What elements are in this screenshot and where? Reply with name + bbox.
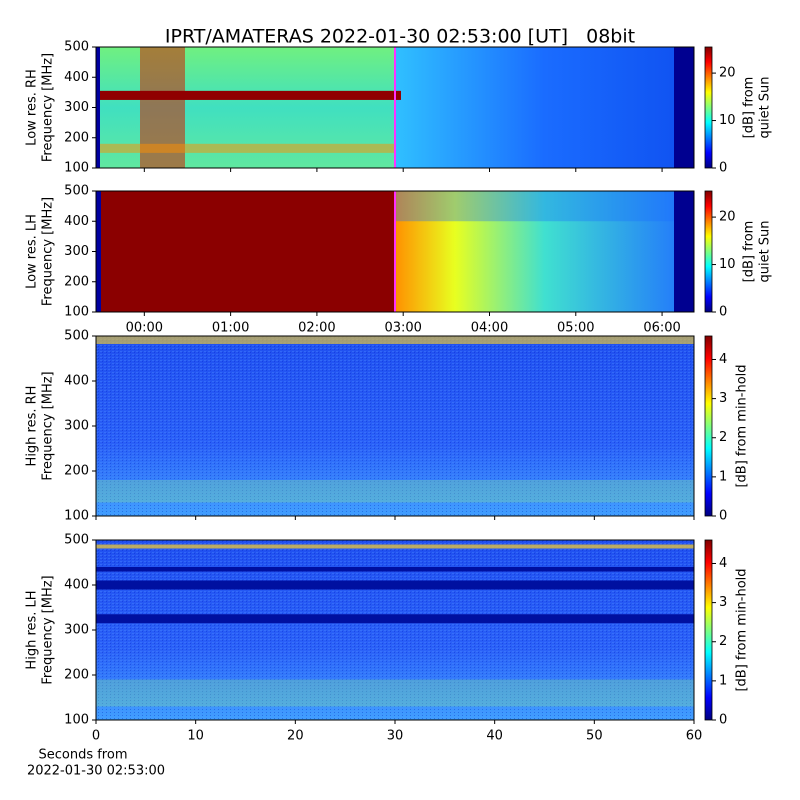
colorbar-tick-label: 1 xyxy=(719,673,727,688)
colorbar-tick-label: 20 xyxy=(719,66,736,81)
y-tick-label: 500 xyxy=(64,40,89,55)
colorbar-tick-label: 4 xyxy=(719,556,727,571)
y-tick-label: 200 xyxy=(64,668,89,683)
x-tick-label: 04:00 xyxy=(471,321,508,336)
burst xyxy=(96,143,395,153)
colorbar-label: [dB] from xyxy=(742,77,757,139)
x-tick-label: 00:00 xyxy=(126,321,163,336)
x-tick-label: 03:00 xyxy=(384,321,421,336)
colorbar-tick-label: 10 xyxy=(719,113,736,128)
edge xyxy=(96,47,100,168)
y-tick-label: 300 xyxy=(64,419,89,434)
y-tick-label: 200 xyxy=(64,464,89,479)
y-tick-label: 200 xyxy=(64,130,89,145)
y-tick-label: 400 xyxy=(64,578,89,593)
y-tick-label: 100 xyxy=(64,509,89,524)
y-axis-label: Low res. RH xyxy=(25,69,40,146)
colorbar-tick-label: 0 xyxy=(719,305,727,320)
burst xyxy=(96,90,401,100)
y-axis-label: Frequency [MHz] xyxy=(41,575,56,684)
colorbar-tick-label: 0 xyxy=(719,713,727,728)
x-tick-label: 10 xyxy=(187,729,204,744)
colorbar-label: [dB] from xyxy=(742,221,757,283)
y-axis-label: High res. LH xyxy=(25,590,40,669)
edge xyxy=(674,191,694,312)
colorbar xyxy=(704,539,713,721)
band xyxy=(96,336,694,344)
y-tick-label: 500 xyxy=(64,533,89,548)
x-tick-label: 01:00 xyxy=(212,321,249,336)
colorbar-tick-label: 3 xyxy=(719,391,727,406)
x-tick-label: 60 xyxy=(686,729,703,744)
y-tick-label: 400 xyxy=(64,214,89,229)
y-tick-label: 300 xyxy=(64,244,89,259)
y-axis-label: High res. RH xyxy=(25,386,40,467)
spectrogram xyxy=(96,336,694,516)
y-tick-label: 300 xyxy=(64,100,89,115)
x-tick-label: 50 xyxy=(586,729,603,744)
y-tick-label: 400 xyxy=(64,70,89,85)
spectrogram xyxy=(96,191,395,312)
x-axis-label: 2022-01-30 02:53:00 xyxy=(27,764,165,779)
y-tick-label: 100 xyxy=(64,161,89,176)
x-tick-label: 20 xyxy=(287,729,304,744)
band xyxy=(96,679,694,707)
x-tick-label: 0 xyxy=(92,729,100,744)
x-axis-label: Seconds from xyxy=(38,748,127,763)
y-tick-label: 100 xyxy=(64,713,89,728)
colorbar-tick-label: 20 xyxy=(719,210,736,225)
colorbar xyxy=(704,46,713,169)
y-tick-label: 400 xyxy=(64,374,89,389)
y-tick-label: 100 xyxy=(64,305,89,320)
y-tick-label: 200 xyxy=(64,274,89,289)
colorbar-tick-label: 0 xyxy=(719,509,727,524)
x-tick-label: 02:00 xyxy=(298,321,335,336)
x-tick-label: 06:00 xyxy=(643,321,680,336)
spectrogram xyxy=(395,191,694,312)
colorbar-tick-label: 10 xyxy=(719,257,736,272)
x-tick-label: 30 xyxy=(387,729,404,744)
y-tick-label: 500 xyxy=(64,184,89,199)
colorbar xyxy=(704,335,713,517)
band xyxy=(96,567,694,572)
colorbar-label: quiet Sun xyxy=(758,76,773,138)
y-tick-label: 300 xyxy=(64,623,89,638)
colorbar-tick-label: 4 xyxy=(719,352,727,367)
colorbar-label: [dB] from min-hold xyxy=(735,568,750,691)
y-axis-label: Frequency [MHz] xyxy=(41,371,56,480)
colorbar xyxy=(704,190,713,313)
colorbar-label: quiet Sun xyxy=(758,220,773,282)
chart-title: IPRT/AMATERAS 2022-01-30 02:53:00 [UT] 0… xyxy=(165,26,635,48)
colorbar-tick-label: 2 xyxy=(719,634,727,649)
edge xyxy=(96,191,101,312)
x-tick-label: 40 xyxy=(486,729,503,744)
band xyxy=(96,580,694,590)
colorbar-tick-label: 3 xyxy=(719,595,727,610)
colorbar-tick-label: 2 xyxy=(719,430,727,445)
band xyxy=(96,614,694,624)
y-axis-label: Frequency [MHz] xyxy=(41,53,56,162)
colorbar-label: [dB] from min-hold xyxy=(735,364,750,487)
edge xyxy=(674,47,694,168)
y-tick-label: 500 xyxy=(64,329,89,344)
x-tick-label: 05:00 xyxy=(557,321,594,336)
band xyxy=(96,480,694,503)
colorbar-tick-label: 0 xyxy=(719,161,727,176)
colorbar-tick-label: 1 xyxy=(719,469,727,484)
y-axis-label: Low res. LH xyxy=(25,214,40,289)
spectrogram xyxy=(395,191,694,222)
y-axis-label: Frequency [MHz] xyxy=(41,197,56,306)
band xyxy=(96,544,694,549)
spectrogram xyxy=(395,47,694,168)
